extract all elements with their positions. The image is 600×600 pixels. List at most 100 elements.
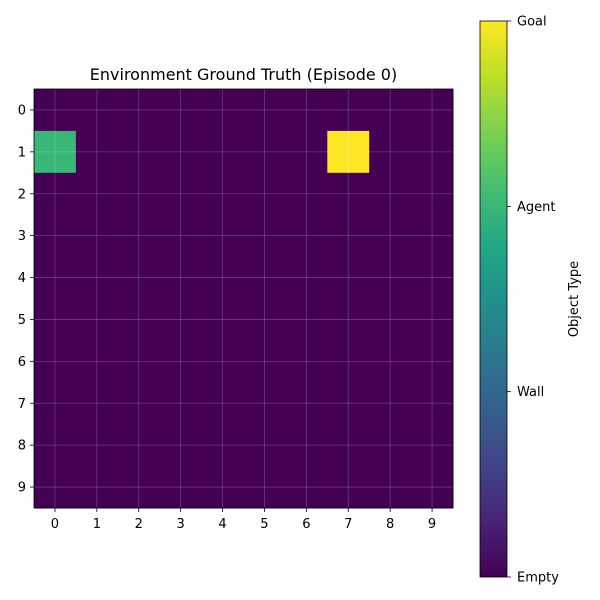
heatmap-cell-r5-c9 [411,298,454,341]
heatmap-cell-r5-c1 [75,298,119,341]
y-tick-label: 4 [18,271,26,286]
x-tick-label: 3 [177,517,185,532]
heatmap-cell-r0-c1 [75,89,119,132]
colorbar-label: Object Type [567,261,582,337]
heatmap-cell-r7-c0 [34,382,77,425]
x-tick-label: 8 [386,517,394,532]
heatmap-cell-r2-c3 [159,172,202,216]
heatmap-cell-r8-c0 [34,424,77,467]
heatmap-cell-r4-c2 [117,256,161,299]
heatmap-cell-r1-c5 [243,130,286,174]
x-tick-label: 4 [218,517,226,532]
heatmap-cell-r5-c2 [117,298,161,341]
heatmap-cell-r8-c6 [285,424,328,467]
heatmap-cell-r1-c9 [411,130,454,174]
heatmap-cell-r4-c9 [411,256,454,299]
y-tick-label: 5 [18,313,26,328]
y-tick-label: 7 [18,397,26,412]
heatmap-cell-r0-c9 [411,89,454,132]
heatmap-cell-r3-c2 [117,214,161,257]
heatmap-cell-r5-c4 [201,298,244,341]
heatmap-cell-r0-c7 [327,89,370,132]
heatmap-cell-r6-c9 [411,340,454,383]
heatmap-cell-r7-c7 [327,382,370,425]
heatmap-cell-r4-c0 [34,256,77,299]
heatmap-cell-r2-c4 [201,172,244,216]
heatmap-cell-r9-c8 [369,466,412,509]
heatmap-cell-r0-c2 [117,89,161,132]
y-tick-label: 8 [18,439,26,454]
y-tick-label: 3 [18,229,26,244]
heatmap-cell-r6-c7 [327,340,370,383]
heatmap-cell-r2-c7 [327,172,370,216]
heatmap-cell-r6-c3 [159,340,202,383]
heatmap-cell-r5-c0 [34,298,77,341]
colorbar-tick-label: Agent [517,200,555,215]
colorbar-gradient [480,21,507,577]
chart-title: Environment Ground Truth (Episode 0) [90,65,397,84]
colorbar: Empty Wall Agent Goal [479,15,559,586]
heatmap-cell-r0-c5 [243,89,286,132]
heatmap-cell-r1-c0 [34,130,77,174]
heatmap-cell-r6-c5 [243,340,286,383]
heatmap-cell-r8-c4 [201,424,244,467]
heatmap-cell-r3-c4 [201,214,244,257]
x-tick-label: 6 [302,517,310,532]
heatmap-cell-r7-c1 [75,382,119,425]
y-tick-label: 6 [18,355,26,370]
colorbar-tick-label: Goal [517,15,547,30]
heatmap-cell-r8-c2 [117,424,161,467]
heatmap-cell-r8-c1 [75,424,119,467]
heatmap-cell-r7-c6 [285,382,328,425]
x-tick-label: 1 [93,517,101,532]
heatmap-cell-r5-c8 [369,298,412,341]
heatmap-cell-r8-c3 [159,424,202,467]
x-tick-label: 0 [51,517,59,532]
heatmap-cell-r9-c6 [285,466,328,509]
heatmap-cell-r1-c6 [285,130,328,174]
heatmap-cell-r2-c5 [243,172,286,216]
colorbar-frame [479,20,508,578]
heatmap-cell-r9-c1 [75,466,119,509]
heatmap-cell-r5-c5 [243,298,286,341]
heatmap-cell-r3-c9 [411,214,454,257]
heatmap-cell-r4-c1 [75,256,119,299]
heatmap-cell-r2-c2 [117,172,161,216]
x-tick-label: 5 [260,517,268,532]
heatmap-cell-r4-c4 [201,256,244,299]
heatmap-cell-r2-c1 [75,172,119,216]
heatmap-cell-r7-c2 [117,382,161,425]
colorbar-tick-label: Wall [517,385,544,400]
heatmap-cell-r8-c9 [411,424,454,467]
heatmap-cell-r0-c3 [159,89,202,132]
heatmap-cell-r6-c1 [75,340,119,383]
heatmap-cell-r3-c1 [75,214,119,257]
y-tick-label: 1 [18,145,26,160]
heatmap-cell-r6-c4 [201,340,244,383]
heatmap-cell-r6-c2 [117,340,161,383]
heatmap-cell-r3-c8 [369,214,412,257]
y-tick-label: 0 [18,103,26,118]
grid-lines [34,89,453,508]
heatmap-cell-r9-c0 [34,466,77,509]
heatmap-cell-r1-c1 [75,130,119,174]
heatmap-cell-r7-c3 [159,382,202,425]
heatmap-cell-r9-c2 [117,466,161,509]
heatmap-cell-r2-c8 [369,172,412,216]
heatmap-cell-r1-c4 [201,130,244,174]
heatmap-cell-r7-c8 [369,382,412,425]
heatmap-cell-r7-c9 [411,382,454,425]
heatmap-cell-r1-c3 [159,130,202,174]
colorbar-tick-label: Empty [517,571,559,586]
heatmap-cell-r5-c7 [327,298,370,341]
heatmap-cell-r8-c5 [243,424,286,467]
heatmap-cell-r3-c0 [34,214,77,257]
y-tick-label: 2 [18,187,26,202]
heatmap-cell-r4-c3 [159,256,202,299]
heatmap-cell-r9-c7 [327,466,370,509]
heatmap-cell-r0-c0 [34,89,77,132]
heatmap-cell-r6-c6 [285,340,328,383]
heatmap-cell-r9-c4 [201,466,244,509]
heatmap-cell-r1-c7 [327,130,370,174]
